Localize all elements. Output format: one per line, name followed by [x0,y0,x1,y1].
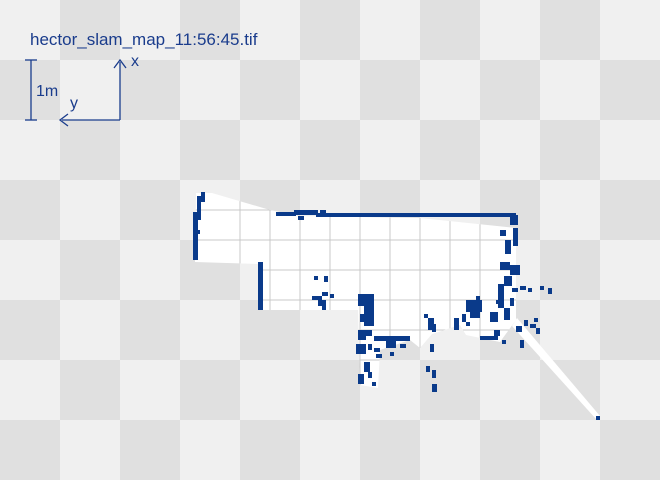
scale-label: 1m [36,83,58,100]
x-axis-label: x [131,53,139,70]
y-axis-arrowhead [58,113,69,127]
map-filename: hector_slam_map_11:56:45.tif [30,30,258,49]
x-axis-arrowhead [113,58,127,69]
free-space-ray [512,318,600,419]
obstacle-walls [193,192,600,420]
free-space-region [195,193,516,388]
y-axis-label: y [70,95,78,112]
